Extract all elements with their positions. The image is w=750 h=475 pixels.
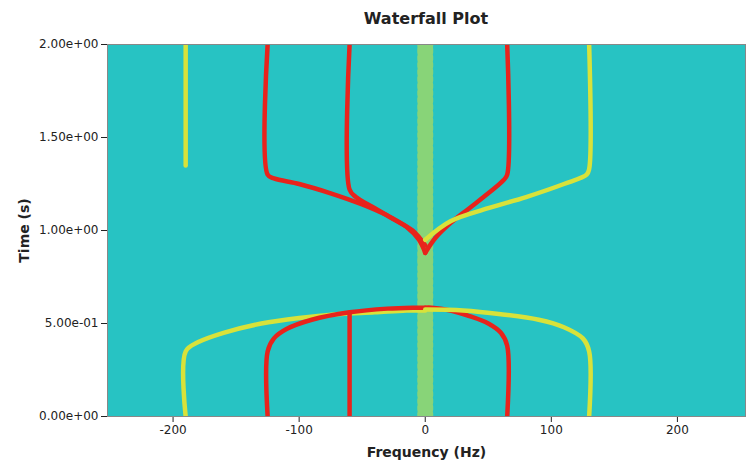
svg-text:Time (s): Time (s) [16, 198, 32, 262]
svg-text:100: 100 [540, 423, 563, 437]
svg-text:1.50e+00: 1.50e+00 [39, 130, 98, 144]
svg-text:5.00e-01: 5.00e-01 [45, 316, 99, 330]
svg-text:Frequency (Hz): Frequency (Hz) [367, 444, 486, 460]
svg-text:2.00e+00: 2.00e+00 [39, 37, 98, 51]
svg-text:0: 0 [421, 423, 429, 437]
svg-text:-100: -100 [286, 423, 313, 437]
html-text:Waterfall Plot: Waterfall Plot [363, 9, 489, 28]
svg-text:200: 200 [666, 423, 689, 437]
svg-text:1.00e+00: 1.00e+00 [39, 223, 98, 237]
svg-text:0.00e+00: 0.00e+00 [39, 409, 98, 423]
svg-text:-200: -200 [159, 423, 186, 437]
